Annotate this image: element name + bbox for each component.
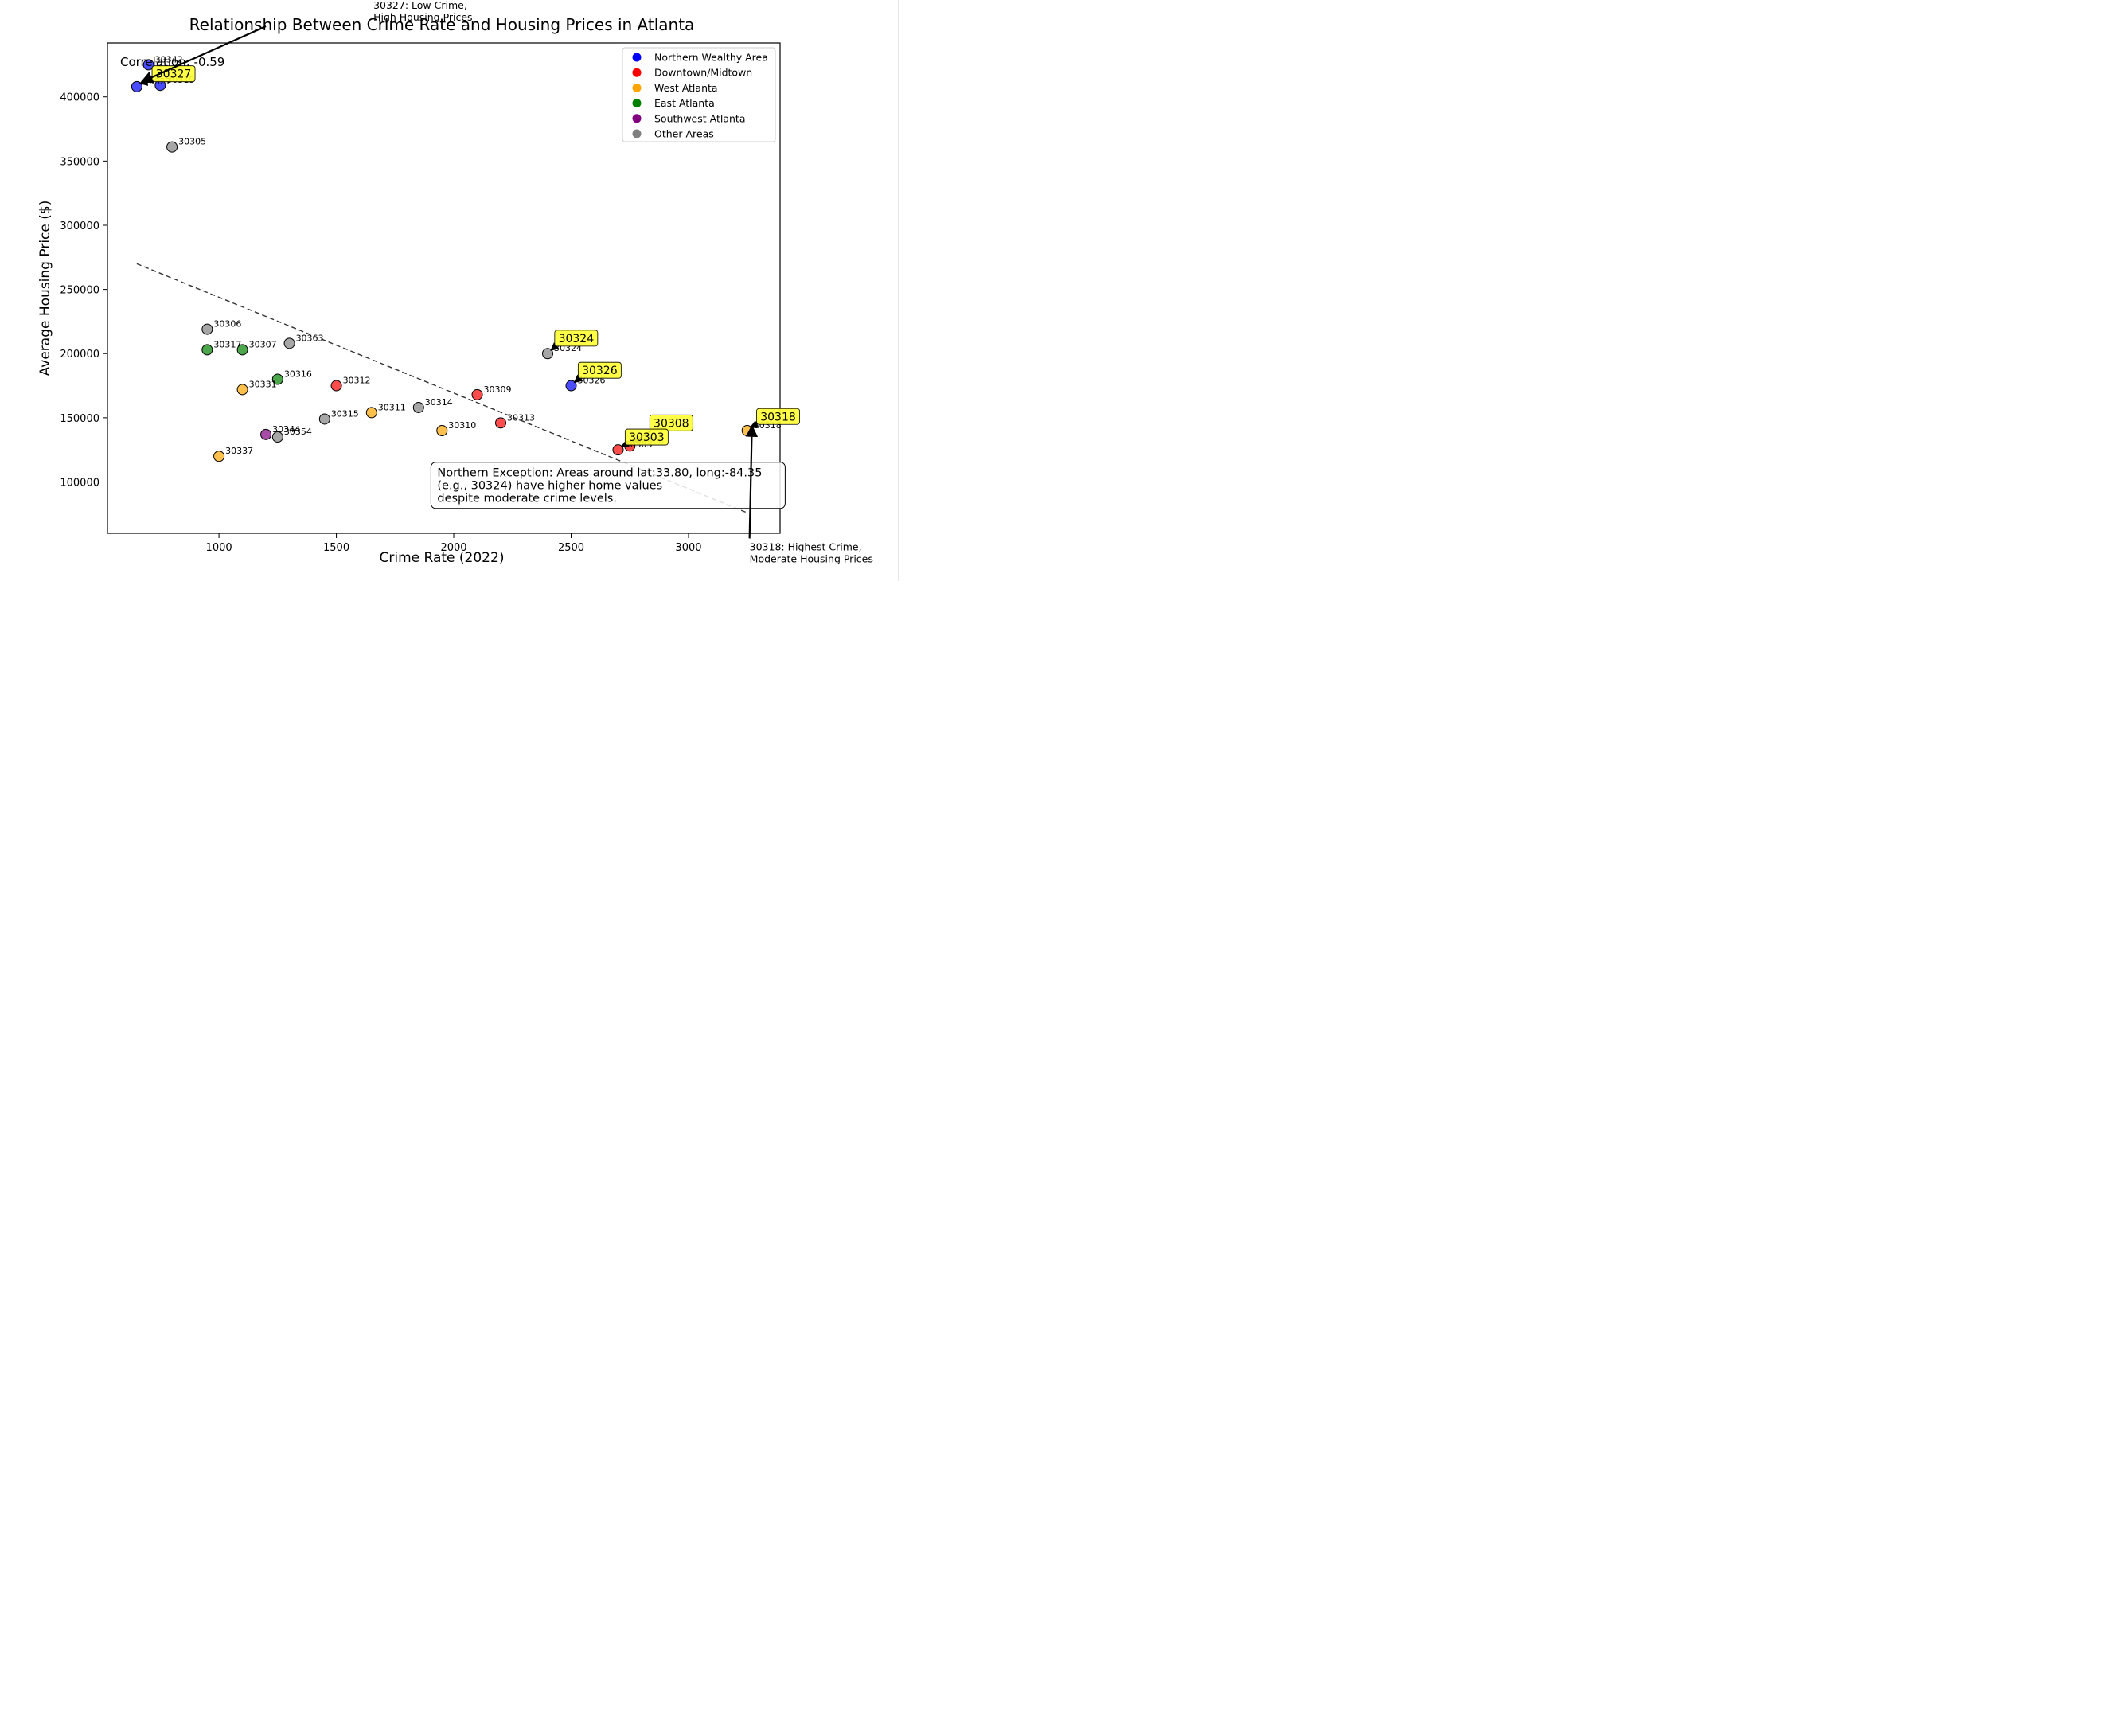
highlight-label: 30318: [760, 411, 796, 423]
point-label: 30344: [272, 424, 300, 435]
data-point: [471, 388, 483, 400]
chart-title: Relationship Between Crime Rate and Hous…: [189, 15, 695, 34]
x-tick-label: 3000: [675, 542, 701, 554]
data-point: [283, 337, 295, 349]
point-label: 30310: [448, 420, 476, 431]
points-group: [131, 59, 753, 462]
highlight-box: [649, 414, 693, 431]
y-tick-label: 250000: [60, 285, 99, 297]
panel-divider: [898, 0, 899, 581]
y-tick-label: 200000: [60, 349, 99, 361]
data-point: [213, 451, 225, 462]
data-point: [260, 428, 272, 440]
x-tick-label: 2500: [558, 542, 584, 554]
axes-group: 1000 1500 2000 2500 3000 100000 150000 200000 25…: [60, 42, 781, 554]
point-label: 30337: [225, 446, 253, 456]
highlight-label: 30324: [559, 333, 595, 345]
legend-label: West Atlanta: [654, 82, 718, 94]
data-point: [436, 424, 448, 436]
x-tick-label: 1500: [323, 542, 349, 554]
legend-marker: [632, 99, 642, 108]
annotation-group: Northern Exception: Areas around lat:33.…: [140, 0, 873, 564]
data-point: [236, 384, 248, 396]
highlight-label: 30308: [654, 417, 689, 430]
annotation-text: 30327: Low Crime,: [373, 0, 467, 11]
point-label: 30314: [425, 397, 453, 408]
annotation-arrow: [745, 424, 759, 539]
highlight-box: [756, 408, 800, 425]
note-line: despite moderate crime levels.: [437, 493, 617, 505]
point-label: 30313: [507, 412, 535, 423]
y-tick-label: 400000: [60, 92, 99, 104]
legend-marker: [632, 114, 642, 123]
highlight-box: [624, 428, 669, 446]
point-label: 30317: [213, 339, 241, 349]
legend-marker: [632, 129, 642, 138]
highlight-box: [577, 361, 622, 379]
annotation-text: High Housing Prices: [373, 11, 472, 23]
highlight-label: 30303: [629, 431, 665, 444]
plot-frame: [107, 42, 781, 534]
point-label: 30354: [284, 427, 312, 437]
point-label: 30307: [249, 339, 277, 349]
annotation-text: Moderate Housing Prices: [750, 552, 873, 564]
point-label: 30311: [378, 402, 406, 412]
legend-label: Downtown/Midtown: [654, 67, 752, 79]
legend-marker: [632, 68, 642, 77]
y-tick-label: 300000: [60, 220, 99, 232]
point-label: 30312: [343, 376, 371, 386]
point-label: 30315: [331, 408, 359, 419]
data-point: [365, 407, 377, 419]
note-line: (e.g., 30324) have higher home values: [437, 480, 662, 493]
y-tick-label: 150000: [60, 413, 99, 425]
point-label: 30342: [155, 54, 183, 64]
data-point: [318, 413, 330, 425]
data-point: [142, 59, 154, 71]
data-point: [565, 380, 577, 392]
data-point: [542, 348, 554, 360]
point-label: 30305: [178, 137, 206, 147]
x-tick-label: 1000: [206, 542, 232, 554]
data-point: [201, 344, 213, 356]
annotation-arrow: [140, 25, 267, 84]
data-point: [166, 141, 178, 153]
note-box: [430, 462, 786, 509]
y-axis-label: Average Housing Price ($): [37, 201, 53, 376]
annotation-text: 30318: Highest Crime,: [750, 540, 862, 552]
point-label: 30309: [484, 384, 512, 395]
y-tick-label: 100000: [60, 477, 99, 489]
legend-marker: [632, 83, 642, 92]
point-label: 30331: [249, 379, 277, 389]
legend-marker: [632, 53, 642, 62]
data-point: [412, 401, 424, 413]
legend-label: Northern Wealthy Area: [654, 52, 768, 64]
x-axis-label: Crime Rate (2022): [380, 550, 505, 566]
legend-label: Southwest Atlanta: [654, 112, 745, 124]
x-tick-label: 2000: [440, 542, 466, 554]
legend-group: Northern Wealthy Area Downtown/Midtown Wes…: [622, 47, 776, 142]
y-tick-label: 350000: [60, 156, 99, 168]
legend-label: East Atlanta: [654, 97, 715, 109]
point-label: 30306: [213, 319, 241, 330]
correlation-label: Correlation: -0.59: [120, 55, 224, 69]
data-point: [236, 344, 248, 356]
data-point: [271, 431, 283, 443]
data-point: [201, 323, 213, 335]
legend-box: [622, 47, 776, 142]
data-point: [495, 417, 507, 429]
highlight-box: [554, 330, 599, 347]
data-point: [271, 373, 283, 385]
highlight-label: 30326: [582, 365, 618, 377]
legend-label: Other Areas: [654, 128, 714, 140]
note-line: Northern Exception: Areas around lat:33.…: [437, 467, 762, 480]
point-label: 30316: [284, 369, 312, 379]
highlight-label: 30327: [156, 68, 192, 81]
data-point: [330, 380, 342, 392]
point-label: 30363: [296, 333, 324, 343]
